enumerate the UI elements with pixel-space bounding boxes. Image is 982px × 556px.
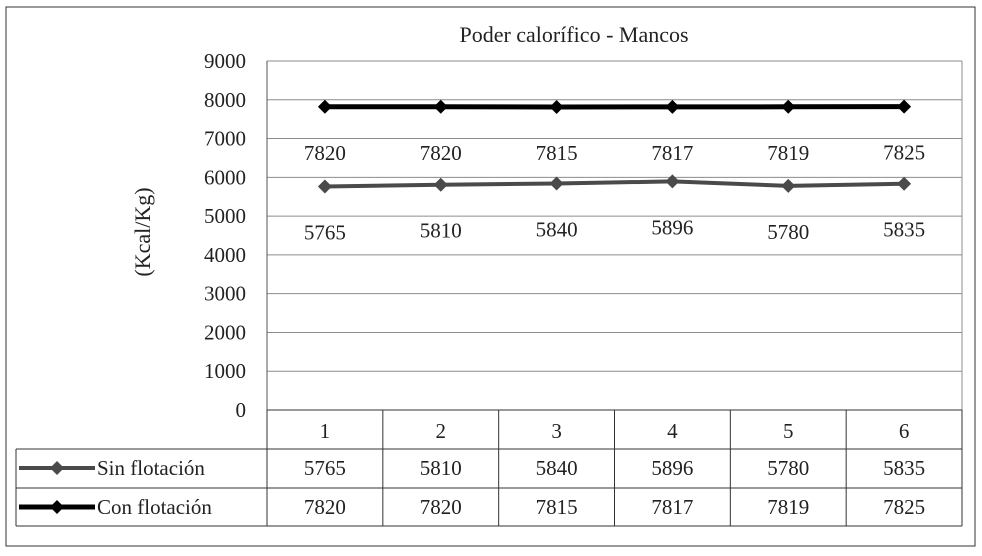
x-category-label: 4 <box>667 419 678 443</box>
x-category-label: 5 <box>783 419 794 443</box>
data-label: 7825 <box>883 141 925 165</box>
y-tick-label: 2000 <box>204 320 246 344</box>
y-tick-label: 3000 <box>204 282 246 306</box>
table-cell-value: 5765 <box>304 456 346 480</box>
table-cell-value: 5780 <box>767 456 809 480</box>
data-label: 7819 <box>767 141 809 165</box>
legend-label: Con flotación <box>97 495 212 519</box>
y-tick-label: 7000 <box>204 127 246 151</box>
y-tick-label: 0 <box>236 398 247 422</box>
table-cell-value: 5835 <box>883 456 925 480</box>
table-cell-value: 7819 <box>767 495 809 519</box>
table-cell-value: 7817 <box>651 495 693 519</box>
x-category-label: 1 <box>320 419 331 443</box>
y-tick-label: 1000 <box>204 359 246 383</box>
table-cell-value: 5896 <box>651 456 693 480</box>
data-label: 7820 <box>304 141 346 165</box>
table-cell-value: 7825 <box>883 495 925 519</box>
table-cell-value: 5810 <box>420 456 462 480</box>
data-label: 5840 <box>536 218 578 242</box>
data-label: 7820 <box>420 141 462 165</box>
chart-title: Poder calorífico - Mancos <box>459 22 688 47</box>
table-cell-value: 7820 <box>304 495 346 519</box>
legend-label: Sin flotación <box>97 456 205 480</box>
data-label: 5835 <box>883 218 925 242</box>
data-label: 7817 <box>651 141 693 165</box>
data-label: 5896 <box>651 215 693 239</box>
x-category-label: 6 <box>899 419 910 443</box>
table-cell-value: 7815 <box>536 495 578 519</box>
table-cell-value: 5840 <box>536 456 578 480</box>
data-label: 7815 <box>536 141 578 165</box>
y-axis-label: (Kcal/Kg) <box>130 187 155 276</box>
data-label: 5765 <box>304 220 346 244</box>
y-tick-label: 6000 <box>204 165 246 189</box>
table-cell-value: 7820 <box>420 495 462 519</box>
data-label: 5780 <box>767 220 809 244</box>
y-tick-label: 5000 <box>204 204 246 228</box>
x-category-label: 2 <box>436 419 447 443</box>
x-category-label: 3 <box>551 419 562 443</box>
data-label: 5810 <box>420 219 462 243</box>
y-tick-label: 4000 <box>204 243 246 267</box>
y-tick-label: 9000 <box>204 49 246 73</box>
y-tick-label: 8000 <box>204 88 246 112</box>
